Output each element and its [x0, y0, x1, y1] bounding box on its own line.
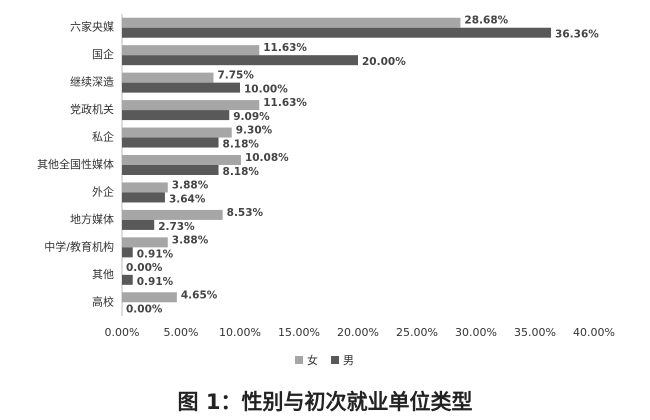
x-tick-label: 15.00% [278, 326, 320, 339]
bar [122, 247, 133, 258]
bar [122, 219, 155, 230]
value-label: 28.68% [464, 15, 508, 27]
y-tick-label: 私企 [92, 130, 114, 144]
bar [122, 165, 219, 175]
y-tick-label: 继续深造 [70, 75, 114, 89]
value-label: 11.63% [263, 42, 307, 54]
x-tick-label: 25.00% [396, 326, 438, 339]
bar [122, 274, 133, 285]
value-label: 2.73% [158, 221, 195, 233]
bar [122, 45, 260, 56]
x-tick-label: 0.00% [105, 326, 140, 339]
value-label: 11.63% [263, 97, 307, 109]
bar [122, 27, 552, 38]
x-tick-label: 30.00% [455, 326, 497, 339]
value-label: 0.00% [126, 303, 163, 315]
bar [122, 155, 241, 165]
value-label: 20.00% [362, 56, 406, 68]
bar [122, 55, 358, 66]
x-tick-label: 40.00% [573, 326, 615, 339]
value-label: 8.18% [223, 139, 260, 151]
y-tick-label: 党政机关 [70, 102, 114, 116]
x-tick-label: 10.00% [219, 326, 261, 339]
value-label: 8.53% [227, 207, 264, 219]
y-tick-label: 六家央媒 [70, 20, 114, 34]
y-tick-label: 地方媒体 [70, 212, 114, 226]
value-label: 10.00% [244, 84, 288, 96]
y-tick-label: 高校 [92, 294, 114, 308]
y-tick-label: 其他 [92, 268, 114, 281]
value-label: 0.91% [137, 276, 174, 288]
value-label: 9.09% [233, 111, 270, 123]
value-label: 36.36% [555, 29, 599, 41]
bar [122, 110, 230, 121]
bar [122, 237, 168, 248]
value-label: 9.30% [236, 125, 273, 137]
x-tick-label: 5.00% [164, 326, 199, 339]
x-tick-label: 20.00% [337, 326, 379, 339]
bar [122, 292, 177, 303]
bar [122, 100, 260, 111]
value-label: 10.08% [245, 152, 289, 164]
value-label: 0.00% [126, 262, 163, 274]
bar [122, 182, 168, 193]
y-tick-label: 外企 [92, 184, 114, 198]
legend-label: 女 [307, 353, 318, 367]
value-label: 3.64% [169, 193, 206, 205]
value-label: 8.18% [223, 166, 260, 178]
legend-swatch [331, 356, 339, 364]
bar [122, 127, 232, 138]
legend-swatch [295, 356, 303, 364]
bar [122, 72, 214, 83]
bar [122, 209, 223, 220]
value-label: 4.65% [181, 289, 218, 301]
value-label: 3.88% [172, 234, 209, 246]
y-tick-label: 中学/教育机构 [44, 239, 114, 253]
value-label: 0.91% [137, 248, 174, 260]
legend-label: 男 [343, 354, 354, 367]
y-tick-label: 国企 [92, 47, 114, 61]
bar [122, 137, 219, 148]
value-label: 7.75% [217, 70, 254, 82]
bar [122, 17, 461, 28]
y-tick-label: 其他全国性媒体 [37, 157, 114, 171]
chart-title: 图 1：性别与初次就业单位类型 [178, 390, 473, 414]
bar [122, 192, 165, 203]
bar [122, 82, 240, 93]
value-label: 3.88% [172, 179, 209, 191]
x-tick-label: 35.00% [514, 326, 556, 339]
